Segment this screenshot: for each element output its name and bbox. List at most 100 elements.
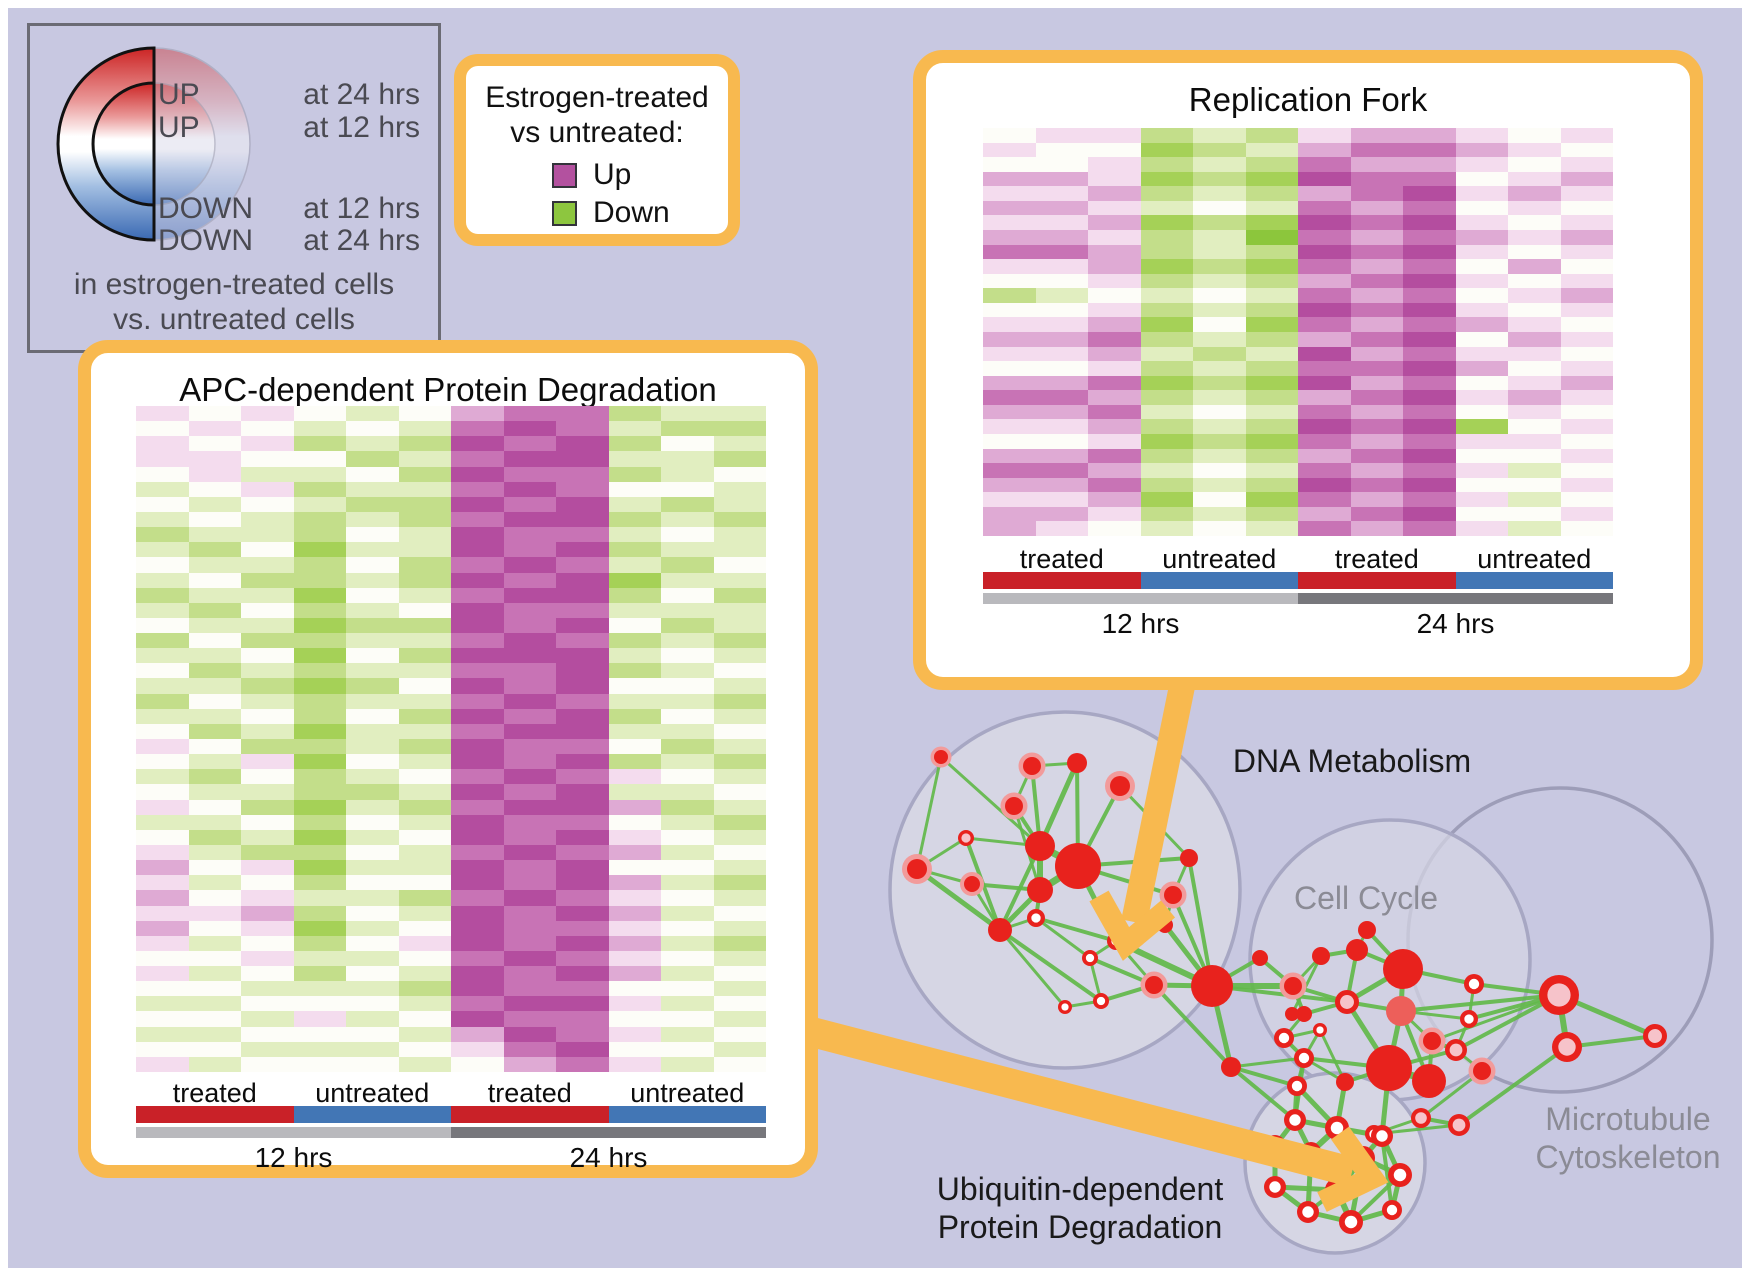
heatmap-cell	[503, 799, 556, 815]
axis-group-bar-treated	[983, 572, 1141, 589]
heatmap-cell	[451, 466, 504, 482]
heatmap-cell	[346, 406, 399, 422]
heatmap-cell	[1403, 200, 1456, 216]
heatmap-cell	[241, 511, 294, 528]
heatmap-cell	[556, 920, 609, 936]
heatmap-cell	[451, 829, 504, 845]
node-center	[1449, 1043, 1463, 1057]
heatmap-cell	[503, 406, 556, 422]
heatmap-cell	[713, 1011, 766, 1027]
node-center	[1648, 1029, 1662, 1043]
heatmap-cell	[346, 633, 399, 649]
heatmap-cell	[241, 587, 294, 603]
heatmap-cell	[556, 981, 609, 997]
heatmap-cell	[1088, 128, 1141, 143]
heatmap-cell	[346, 1011, 399, 1027]
heatmap-cell	[241, 421, 294, 437]
heatmap-cell	[713, 950, 766, 967]
apc-axis-group-bars	[136, 1106, 766, 1123]
heatmap-cell	[451, 890, 504, 906]
axis-time-label: 12 hrs	[254, 1142, 333, 1173]
heatmap-cell	[188, 1041, 241, 1057]
heatmap-cell	[503, 633, 556, 649]
heatmap-cell	[556, 1026, 609, 1042]
heatmap-cell	[1035, 273, 1088, 289]
heatmap-cell	[241, 950, 294, 967]
network-node	[1312, 947, 1330, 965]
heatmap-cell	[1403, 506, 1456, 522]
heatmap-cell	[188, 481, 241, 497]
heatmap-cell	[713, 996, 766, 1012]
network-node	[1296, 1006, 1312, 1022]
heatmap-cell	[293, 920, 346, 936]
heatmap-cell	[608, 421, 661, 437]
heatmap-cell	[1455, 302, 1508, 318]
heatmap-cell	[503, 572, 556, 588]
heatmap-cell	[1403, 521, 1456, 536]
heatmap-cell	[1298, 346, 1351, 362]
heatmap-cell	[983, 331, 1036, 347]
node-center	[1415, 1112, 1427, 1124]
heatmap-cell	[1560, 171, 1613, 187]
heatmap-cell	[608, 663, 661, 679]
heatmap-cell	[1140, 506, 1193, 522]
heatmap-cell	[1403, 346, 1456, 362]
heatmap-cell	[346, 875, 399, 891]
node-center	[1096, 996, 1106, 1006]
heatmap-cell	[661, 527, 714, 543]
replication-fork-heatmap	[983, 128, 1613, 536]
rf-axis-group-labels: treated untreated treated untreated	[983, 544, 1613, 575]
heatmap-cell	[451, 587, 504, 603]
heatmap-cell	[451, 920, 504, 936]
heatmap-cell	[983, 229, 1036, 245]
heatmap-cell	[1508, 128, 1561, 143]
heatmap-cell	[713, 966, 766, 982]
heatmap-cell	[398, 557, 451, 573]
heatmap-cell	[503, 844, 556, 861]
heatmap-cell	[1245, 244, 1298, 260]
heatmap-cell	[1560, 288, 1613, 303]
heatmap-cell	[1298, 375, 1351, 391]
heatmap-cell	[1455, 375, 1508, 391]
heatmap-cell	[346, 511, 399, 528]
heatmap-cell	[346, 996, 399, 1012]
heatmap-cell	[1350, 375, 1403, 391]
heatmap-cell	[293, 587, 346, 603]
heatmap-cell	[1560, 331, 1613, 347]
heatmap-cell	[398, 693, 451, 709]
heatmap-cell	[1298, 477, 1351, 493]
heatmap-cell	[1245, 171, 1298, 187]
network-node	[1383, 949, 1423, 989]
heatmap-cell	[1560, 404, 1613, 420]
axis-group-label: untreated	[630, 1078, 745, 1108]
heatmap-cell	[188, 814, 241, 830]
heatmap-cell	[346, 527, 399, 543]
heatmap-cell	[1140, 317, 1193, 332]
heatmap-cell	[136, 406, 189, 422]
heatmap-cell	[1508, 288, 1561, 303]
heatmap-cell	[398, 1041, 451, 1057]
heatmap-cell	[346, 754, 399, 770]
heatmap-cell	[136, 739, 189, 755]
heatmap-cell	[1508, 390, 1561, 405]
heatmap-cell	[241, 602, 294, 618]
heatmap-cell	[1088, 331, 1141, 347]
heatmap-cell	[661, 406, 714, 422]
heatmap-cell	[451, 875, 504, 891]
heatmap-cell	[1245, 361, 1298, 376]
heatmap-cell	[451, 617, 504, 634]
axis-group-bar-treated	[1298, 572, 1456, 589]
heatmap-cell	[398, 708, 451, 724]
node-center	[1386, 1204, 1398, 1216]
heatmap-cell	[1298, 331, 1351, 347]
legend-item-down: Down	[552, 196, 728, 230]
heatmap-cell	[451, 935, 504, 951]
legend-row-down-12: DOWN at 12 hrs	[158, 192, 420, 226]
heatmap-cell	[1035, 390, 1088, 405]
heatmap-cell	[1455, 215, 1508, 230]
heatmap-cell	[1245, 375, 1298, 391]
heatmap-cell	[1088, 492, 1141, 507]
heatmap-cell	[293, 844, 346, 861]
network-node	[1023, 757, 1041, 775]
heatmap-cell	[1508, 346, 1561, 362]
